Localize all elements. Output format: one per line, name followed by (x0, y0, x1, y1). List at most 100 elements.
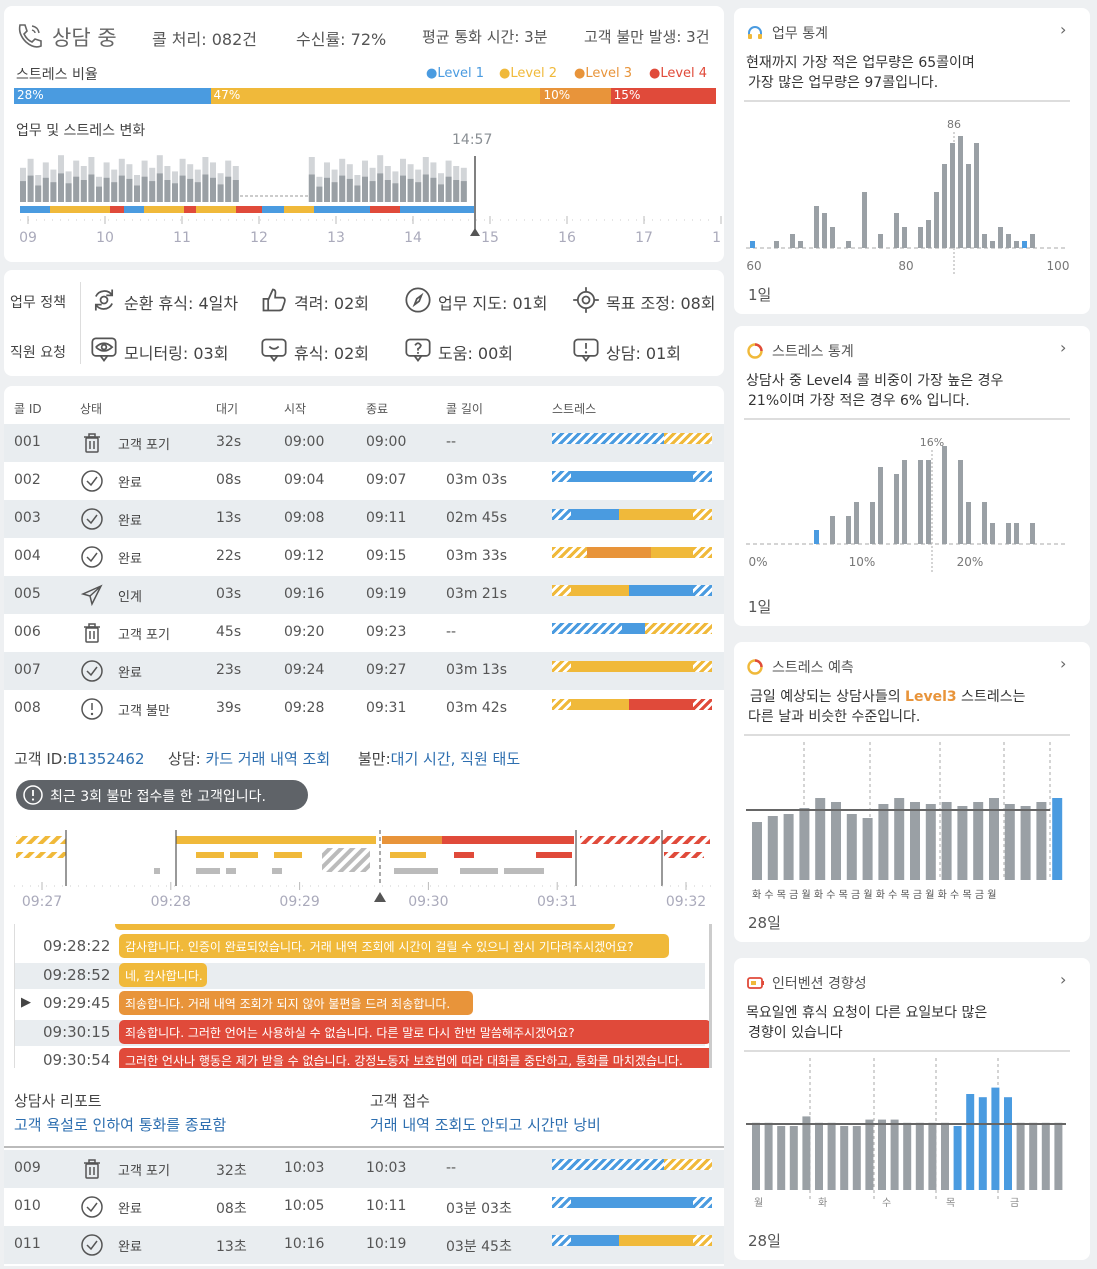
check-icon (80, 1233, 104, 1261)
end-time: 09:00 (366, 434, 407, 450)
end-time: 09:07 (366, 472, 407, 488)
policy-item[interactable]: 격려: 02회 (260, 284, 420, 314)
forecast-bar (894, 798, 905, 880)
timeline-tick-label: 09:29 (279, 894, 319, 910)
chat-log[interactable]: 09:28:22 감사합니다. 인증이 완료되었습니다. 거래 내역 조회에 시간… (14, 924, 712, 1068)
trend-bar (453, 180, 460, 202)
trend-bar (316, 186, 323, 202)
insight-card[interactable]: 인터벤션 경향성 › 목요일엔 휴식 요청이 다른 요일보다 많은 경향이 있습니다 2… (734, 958, 1090, 1260)
histogram-bar (902, 460, 907, 544)
call-status: 완료 (118, 1240, 142, 1255)
policy-item[interactable]: 순환 휴식: 4일차 (90, 284, 250, 314)
axis-tick-label: 11 (173, 230, 191, 246)
insight-card[interactable]: 업무 통계 › 현재까지 가장 적은 업무량은 65콜이며 가장 많은 업무량은 97… (734, 8, 1090, 314)
complaint-reason: 불만:대기 시간, 직원 태도 (358, 750, 521, 768)
chevron-right-icon[interactable]: › (1060, 654, 1067, 673)
trend-bar (126, 178, 133, 202)
stress-bar-segment (692, 547, 712, 558)
timeline-segment (176, 836, 376, 844)
chat-time: 09:30:54 (43, 1051, 111, 1068)
insight-card[interactable]: 스트레스 예측 › 금일 예상되는 상담사들의 Level3 스트레스는 다른 날과 … (734, 642, 1090, 942)
chevron-right-icon[interactable]: › (1060, 338, 1067, 357)
policy-item-label: 업무 지도: 01회 (438, 294, 548, 313)
chat-bubble: 그러한 언사나 행동은 제가 받을 수 없습니다. 강정노동자 보호법에 따라 … (119, 1048, 709, 1068)
histogram-bar (950, 143, 955, 248)
table-header-cell: 콜 ID (14, 402, 42, 416)
stress-bar-segment (628, 585, 693, 596)
trend-bar (179, 175, 186, 202)
policy-item-label: 순환 휴식: 4일차 (124, 294, 239, 313)
call-id: 008 (14, 700, 41, 716)
policy-item[interactable]: 업무 지도: 01회 (404, 284, 564, 314)
trend-bar (415, 182, 422, 202)
policy-item[interactable]: 모니터링: 03회 (90, 334, 250, 364)
chat-message[interactable]: 09:28:52 네, 감사합니다. (15, 962, 705, 989)
trend-bar (141, 176, 148, 202)
policy-item[interactable]: 도움: 00회 (404, 334, 564, 364)
trend-bar (438, 184, 444, 202)
table-row[interactable]: 006 고객 포기 45s 09:20 09:23 -- (4, 614, 724, 652)
end-time: 09:11 (366, 510, 407, 526)
timeline-gray-segment (226, 868, 236, 874)
table-row[interactable]: 004 완료 22s 09:12 09:15 03m 33s (4, 538, 724, 576)
chat-message[interactable]: 09:30:15 죄송합니다. 그러한 언어는 사용하실 수 없습니다. 다른 말… (15, 1019, 709, 1046)
wait-time: 22s (216, 548, 242, 564)
end-time: 09:27 (366, 662, 407, 678)
policy-item[interactable]: 상담: 01회 (572, 334, 732, 364)
histogram-bar (774, 241, 779, 248)
trend-bar (210, 177, 216, 202)
forecast-bar (815, 798, 826, 880)
card-text-line1: 목요일엔 휴식 요청이 다른 요일보다 많은 (746, 1005, 988, 1021)
policy-item[interactable]: 휴식: 02회 (260, 334, 420, 364)
intervention-bar (1029, 1122, 1038, 1190)
trend-bar (164, 180, 171, 202)
chat-message[interactable]: 09:30:54 그러한 언사나 행동은 제가 받을 수 없습니다. 강정노동자 … (15, 1048, 709, 1068)
ring-icon (746, 658, 764, 680)
day-label: 금 (1010, 1197, 1019, 1209)
customer-id: 고객 ID:B1352462 (14, 750, 145, 768)
table-row[interactable]: 005 인계 03s 09:16 09:19 03m 21s (4, 576, 724, 614)
table-row[interactable]: 008 고객 불만 39s 09:28 09:31 03m 42s (4, 690, 724, 728)
table-header-cell: 시작 (284, 402, 307, 416)
forecast-bar (1004, 804, 1015, 880)
trend-bar (58, 173, 64, 202)
stress-bar-segment (552, 699, 572, 710)
histogram-peak-label: 16% (920, 436, 944, 449)
forecast-bar (1020, 806, 1031, 880)
table-header-cell: 종료 (366, 402, 389, 416)
table-row[interactable]: 010 완료 08초 10:05 10:11 03분 03초 (4, 1188, 724, 1226)
policy-item-label: 휴식: 02회 (294, 344, 369, 363)
intervention-bar (1041, 1122, 1050, 1190)
segment-pct: 28% (17, 88, 44, 102)
chevron-right-icon[interactable]: › (1060, 970, 1067, 989)
table-row[interactable]: 009 고객 포기 32초 10:03 10:03 -- (4, 1150, 724, 1188)
table-row[interactable]: 001 고객 포기 32s 09:00 09:00 -- (4, 424, 724, 462)
end-time: 10:11 (366, 1198, 407, 1214)
stress-bar (552, 428, 712, 450)
policy-item-label: 목표 조정: 08회 (606, 294, 716, 313)
card-footer: 1일 (748, 286, 772, 304)
table-row[interactable]: 003 완료 13s 09:08 09:11 02m 45s (4, 500, 724, 538)
legend-level1: ●Level 1 (426, 66, 485, 81)
histogram-bar (990, 523, 995, 544)
call-id: 001 (14, 434, 41, 450)
start-time: 10:05 (284, 1198, 325, 1214)
table-row[interactable]: 007 완료 23s 09:24 09:27 03m 13s (4, 652, 724, 690)
histogram-bar (966, 502, 971, 544)
call-timeline[interactable]: 09:27 09:28 09:29 09:30 09:31 09:32 (10, 826, 720, 916)
chevron-right-icon[interactable]: › (1060, 20, 1067, 39)
insight-card[interactable]: 스트레스 통계 › 상담사 중 Level4 콜 비중이 가장 높은 경우 21%이며… (734, 326, 1090, 626)
trend-stress-segment (284, 206, 314, 213)
table-row[interactable]: 011 완료 13초 10:16 10:19 03분 45초 (4, 1226, 724, 1264)
policy-item[interactable]: 목표 조정: 08회 (572, 284, 732, 314)
compass-icon (404, 286, 432, 318)
timeline-gray-segment (154, 868, 160, 874)
stress-bar-segment (644, 623, 712, 634)
table-row[interactable]: 002 완료 08s 09:04 09:07 03m 03s (4, 462, 724, 500)
histogram-bar (878, 467, 883, 544)
chat-message[interactable]: 09:28:22 감사합니다. 인증이 완료되었습니다. 거래 내역 조회에 시간… (15, 934, 705, 960)
stress-bar (552, 694, 712, 716)
stress-ratio-bar: 28% 47% 10% 15% (14, 88, 716, 104)
chat-message[interactable]: ▶ 09:29:45 죄송합니다. 거래 내역 조회가 되지 않아 불편을 드려 죄… (15, 991, 705, 1017)
trend-bar (445, 176, 452, 202)
